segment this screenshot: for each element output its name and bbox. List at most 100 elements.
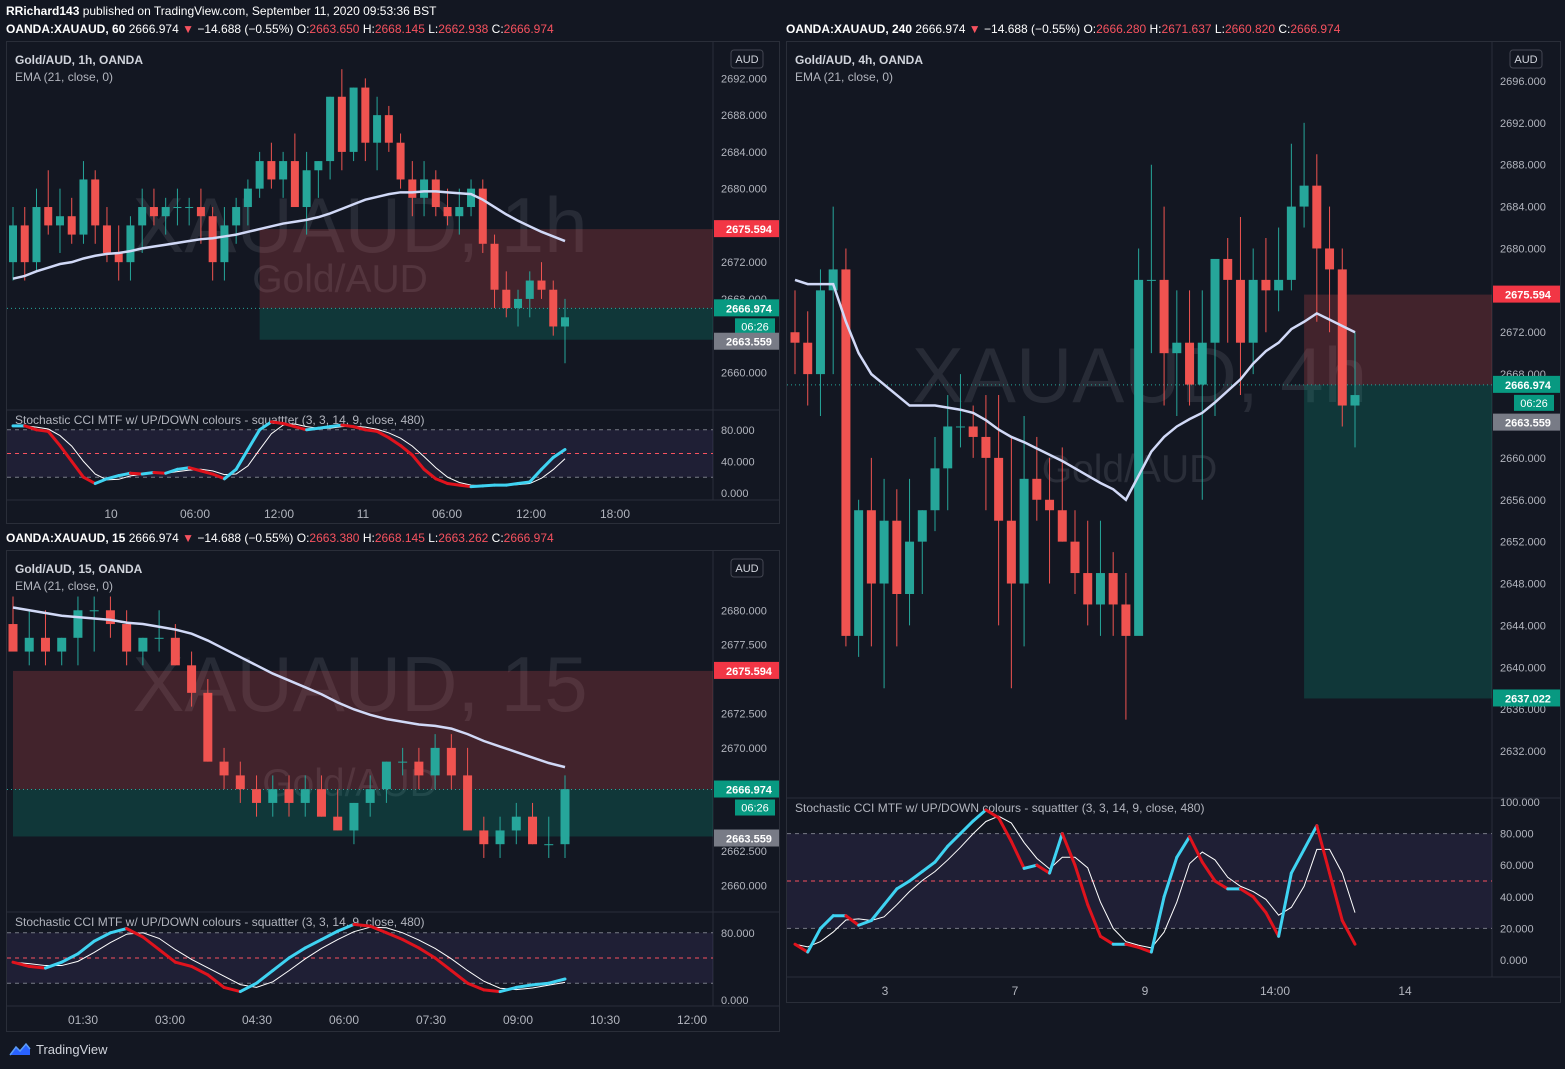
h1-candle-body (408, 179, 417, 198)
h4-y-tick: 2652.000 (1500, 537, 1546, 549)
h1-candle-body (20, 225, 29, 263)
h1-x-tick: 12:00 (516, 507, 546, 521)
h4-osc-segment (1137, 945, 1153, 954)
h4-candle-body (1197, 342, 1207, 385)
author-name[interactable]: RRichard143 (6, 4, 80, 18)
h1-candle-body (396, 142, 405, 180)
h1-candle-body (337, 96, 346, 152)
m15-price: 2666.974 (128, 531, 179, 545)
h1-price: 2666.974 (128, 22, 179, 36)
h1-candle-body (561, 317, 569, 327)
m15-stop-label: 2675.594 (726, 666, 773, 678)
h4-candle-body (905, 541, 915, 594)
m15-currency-badge (730, 558, 764, 578)
h4-candle-body (1108, 573, 1118, 605)
h1-candle-body (361, 87, 370, 143)
m15-osc-tick: 80.000 (721, 928, 755, 940)
h4-osc-segment (1086, 903, 1102, 938)
m15-osc-signal (12, 926, 566, 991)
m15-open: 2663.380 (309, 531, 360, 545)
h1-stop-label: 2675.594 (726, 224, 773, 236)
h1-candle-body (349, 87, 358, 152)
h4-candle-body (1095, 573, 1105, 605)
h4-osc-segment (806, 926, 822, 954)
m15-osc-segment (60, 952, 80, 964)
h4-low: 2660.820 (1224, 22, 1275, 36)
m15-candle-body (235, 775, 245, 790)
m15-x-tick: 09:00 (503, 1013, 533, 1027)
h1-candle-body (537, 280, 546, 290)
h4-candle-body (866, 510, 876, 584)
h1-osc-segment (305, 426, 320, 432)
m15-x-tick: 12:00 (677, 1013, 707, 1027)
m15-osc-segment (76, 939, 96, 956)
h1-osc-tick: 0.000 (721, 488, 749, 500)
h1-candle-body (326, 96, 335, 162)
m15-y-tick: 2677.500 (721, 640, 767, 652)
h4-candle-body (1083, 573, 1093, 605)
h4-osc-segment (895, 879, 912, 891)
h1-chart-panel[interactable]: XAUAUD, 1hGold/AUD 2692.000 2688.000 2684.0… (6, 41, 793, 524)
h1-symbol[interactable]: OANDA:XAUAUD, 60 (6, 22, 126, 36)
m15-osc-segment (547, 977, 567, 985)
h4-candle-body (892, 520, 902, 594)
m15-legend-ema: EMA (21, close, 0) (15, 579, 113, 593)
h4-candle-body (943, 426, 953, 469)
m15-candle-body (560, 789, 570, 845)
h1-candle-body (455, 207, 464, 217)
h4-chart-panel[interactable]: XAUAUD, 4h Gold/AUD 2696.000 2692.000 2688.0… (786, 41, 1565, 1003)
h1-candle-body (161, 207, 170, 217)
h1-legend-ema: EMA (21, close, 0) (15, 70, 113, 84)
h4-target-zone (1304, 384, 1492, 699)
h4-candle-body (1312, 185, 1322, 249)
h4-y-tick: 2672.000 (1500, 327, 1546, 339)
m15-y-tick: 2660.000 (721, 880, 767, 892)
h4-symbol[interactable]: OANDA:XAUAUD, 240 (786, 22, 913, 36)
m15-osc-segment (466, 981, 486, 992)
h1-osc-segment (316, 425, 332, 430)
m15-chart-panel[interactable]: XAUAUD, 15Gold/AUD2680.0002677.5002672.5… (6, 550, 793, 1032)
h1-osc-segment (340, 423, 356, 429)
h1-info-bar: OANDA:XAUAUD, 60 2666.974 ▼ −14.688 (−0.… (6, 22, 554, 36)
h4-info-bar: OANDA:XAUAUD, 240 2666.974 ▼ −14.688 (−0… (786, 22, 1341, 36)
h1-candle-body (220, 225, 229, 263)
h4-close: 2666.974 (1290, 22, 1341, 36)
h4-candle-body (1325, 248, 1335, 270)
h1-osc-segment (34, 428, 50, 433)
h1-candle-body (44, 207, 53, 226)
m15-osc-segment (384, 931, 405, 942)
h1-countdown: 06:26 (741, 321, 769, 333)
h4-y-tick: 2692.000 (1500, 118, 1546, 130)
h1-x-tick: 06:00 (180, 507, 210, 521)
h1-osc-segment (175, 466, 191, 471)
h4-candle-body (994, 457, 1004, 521)
h4-change: −14.688 (−0.55%) (984, 22, 1081, 36)
m15-osc-segment (368, 924, 388, 935)
h4-y-tick: 2660.000 (1500, 453, 1546, 465)
h1-y-tick: 2660.000 (721, 367, 767, 379)
h1-osc-segment (258, 420, 273, 432)
tradingview-footer[interactable]: TradingView (8, 1041, 108, 1057)
m15-osc-segment (173, 960, 194, 968)
h1-ema-line (12, 190, 566, 280)
h1-currency-badge (730, 49, 764, 69)
h1-chart-svg[interactable]: XAUAUD, 1hGold/AUD 2692.000 2688.000 2684.0… (7, 42, 793, 523)
m15-x-tick: 04:30 (242, 1013, 272, 1027)
m15-candle-body (544, 844, 554, 846)
m15-osc-segment (125, 927, 145, 939)
m15-candle-body (300, 789, 310, 803)
m15-chart-svg[interactable]: XAUAUD, 15Gold/AUD2680.0002677.5002672.5… (7, 551, 793, 1031)
h4-chart-svg[interactable]: XAUAUD, 4hGold/AUD2696.0002692.0002688.0… (787, 42, 1565, 1002)
m15-candle-body (8, 624, 18, 652)
h1-osc-segment (152, 470, 168, 475)
m15-symbol[interactable]: OANDA:XAUAUD, 15 (6, 531, 126, 545)
h4-osc-segment (857, 919, 873, 927)
h1-x-tick: 18:00 (600, 507, 630, 521)
h1-osc-segment (293, 425, 309, 432)
h1-candle-body (431, 179, 440, 208)
h4-y-tick: 2636.000 (1500, 704, 1546, 716)
h4-candle-body (1261, 279, 1271, 291)
m15-osc-segment (433, 956, 453, 973)
h4-osc-segment (920, 860, 937, 874)
h1-osc-segment (528, 467, 544, 484)
